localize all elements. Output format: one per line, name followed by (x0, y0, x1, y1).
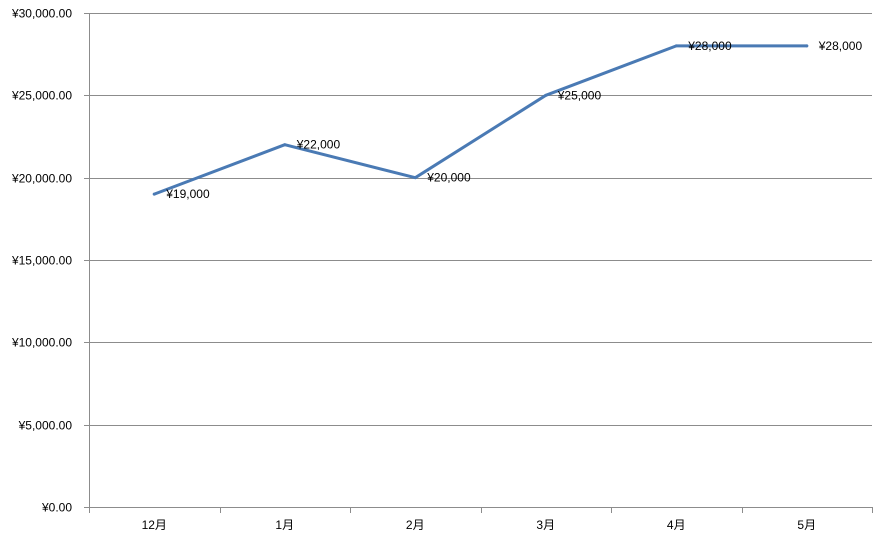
y-tick-label-5: ¥25,000.00 (11, 89, 72, 103)
x-tick-label-3: 3月 (536, 518, 555, 532)
data-point-4 (674, 44, 678, 48)
y-tick-label-6: ¥30,000.00 (11, 7, 72, 21)
y-tick-label-3: ¥15,000.00 (11, 254, 72, 268)
x-tick-label-4: 4月 (667, 518, 686, 532)
data-label-5: ¥28,000 (818, 39, 863, 53)
x-tick-label-2: 2月 (406, 518, 425, 532)
x-axis-tick-labels: 12月 1月 2月 3月 4月 5月 (142, 518, 817, 532)
gridlines (89, 13, 872, 508)
y-axis-tick-labels: ¥0.00 ¥5,000.00 ¥10,000.00 ¥15,000.00 ¥20,00… (11, 7, 72, 515)
axes (84, 13, 873, 513)
data-label-1: ¥22,000 (296, 138, 341, 152)
series-layer (152, 44, 809, 196)
data-labels: ¥19,000 ¥22,000 ¥20,000 ¥25,000 ¥28,000 ¥28,0… (165, 39, 862, 201)
data-label-4: ¥28,000 (687, 39, 732, 53)
x-tick-label-5: 5月 (797, 518, 816, 532)
y-tick-label-4: ¥20,000.00 (11, 172, 72, 186)
y-tick-label-0: ¥0.00 (41, 501, 72, 515)
data-label-0: ¥19,000 (165, 187, 210, 201)
y-tick-label-2: ¥10,000.00 (11, 336, 72, 350)
data-point-5 (805, 44, 809, 48)
data-point-0 (152, 192, 156, 196)
data-label-2: ¥20,000 (426, 171, 471, 185)
data-label-3: ¥25,000 (557, 88, 602, 102)
data-point-1 (283, 143, 287, 147)
y-tick-label-1: ¥5,000.00 (18, 419, 73, 433)
series-line-0 (152, 44, 809, 196)
x-tick-label-0: 12月 (142, 518, 167, 532)
data-point-3 (544, 93, 548, 97)
x-tick-label-1: 1月 (275, 518, 294, 532)
data-point-2 (413, 176, 417, 180)
